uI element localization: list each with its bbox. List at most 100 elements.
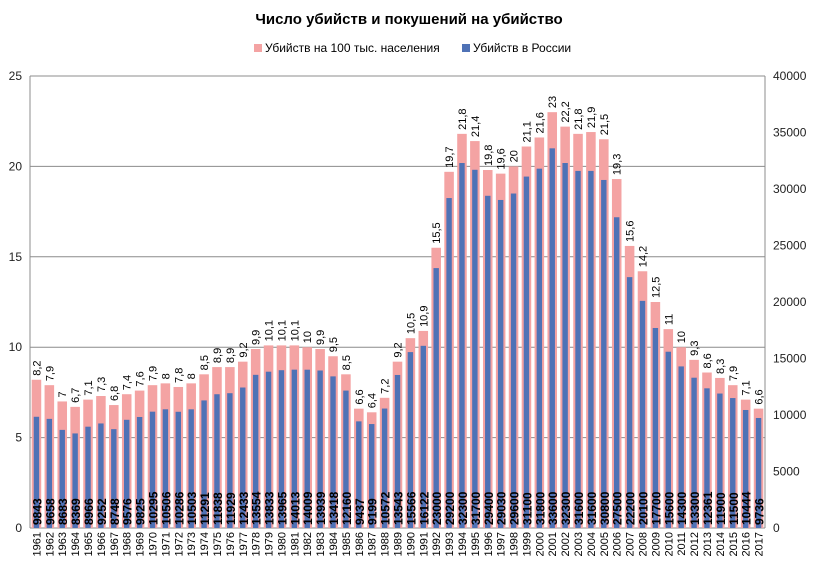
x-tick-label: 1962 bbox=[44, 532, 56, 556]
count-bar bbox=[755, 417, 762, 528]
count-data-label: 9658 bbox=[43, 498, 57, 525]
count-data-label: 15566 bbox=[404, 491, 418, 525]
count-data-label: 29200 bbox=[443, 491, 457, 525]
count-data-label: 11291 bbox=[198, 492, 212, 525]
y-right-tick-label: 0 bbox=[773, 521, 780, 535]
count-data-label: 10286 bbox=[172, 491, 186, 525]
x-tick-label: 1997 bbox=[496, 532, 508, 556]
x-tick-label: 1961 bbox=[31, 532, 43, 556]
rate-data-label: 7,6 bbox=[135, 371, 147, 386]
rate-data-label: 7 bbox=[57, 391, 69, 397]
rate-data-label: 14,2 bbox=[638, 246, 650, 267]
x-tick-label: 1991 bbox=[418, 532, 430, 556]
rate-data-label: 19,3 bbox=[612, 154, 624, 175]
count-data-label: 10444 bbox=[740, 491, 754, 525]
count-bar bbox=[562, 163, 568, 528]
rate-data-label: 21,1 bbox=[521, 121, 533, 142]
rate-data-label: 15,6 bbox=[625, 221, 637, 242]
count-bar bbox=[536, 168, 543, 528]
count-data-label: 31100 bbox=[520, 492, 534, 525]
x-tick-label: 1975 bbox=[212, 532, 224, 556]
count-data-label: 9736 bbox=[753, 498, 767, 525]
count-data-label: 31800 bbox=[533, 491, 547, 525]
count-bar bbox=[549, 148, 555, 528]
y-right-tick-label: 15000 bbox=[773, 352, 807, 366]
count-bar bbox=[381, 408, 388, 528]
y-left-tick-label: 25 bbox=[9, 69, 23, 83]
count-bar bbox=[742, 409, 749, 528]
rate-data-label: 12,5 bbox=[650, 277, 662, 298]
count-bar bbox=[188, 409, 194, 528]
x-tick-label: 1964 bbox=[70, 532, 82, 556]
y-right-tick-label: 30000 bbox=[773, 182, 807, 196]
count-data-label: 23000 bbox=[430, 491, 444, 525]
count-labels: 9843965886838369896692528748957698251029… bbox=[30, 491, 766, 525]
count-bar bbox=[472, 169, 478, 529]
count-bar bbox=[626, 277, 633, 528]
legend-swatch-count bbox=[462, 44, 470, 52]
year-labels: 1961 1962 1963 1964 1965 1966 1967 1968 1969 1970… bbox=[31, 532, 765, 556]
rate-data-label: 7,1 bbox=[83, 380, 95, 395]
count-data-label: 16122 bbox=[417, 491, 431, 525]
count-bar bbox=[665, 351, 671, 528]
x-tick-label: 1980 bbox=[276, 532, 288, 556]
rate-data-label: 15,5 bbox=[431, 222, 443, 243]
rate-data-label: 10,5 bbox=[405, 313, 417, 334]
rate-data-label: 7,3 bbox=[96, 377, 108, 392]
count-data-label: 8748 bbox=[108, 498, 122, 525]
x-tick-label: 1978 bbox=[251, 532, 263, 556]
x-tick-label: 2017 bbox=[754, 532, 766, 556]
count-bar bbox=[369, 424, 375, 528]
rate-data-label: 21,8 bbox=[573, 108, 585, 129]
rate-data-label: 10,1 bbox=[264, 320, 276, 341]
x-tick-label: 2007 bbox=[625, 532, 637, 556]
count-data-label: 22200 bbox=[624, 491, 638, 525]
rate-data-label: 9,9 bbox=[315, 330, 327, 345]
count-data-label: 9199 bbox=[366, 498, 380, 525]
count-data-label: 13939 bbox=[314, 491, 328, 525]
x-tick-label: 2004 bbox=[586, 532, 598, 556]
x-tick-label: 1983 bbox=[315, 532, 327, 556]
count-bar bbox=[575, 170, 581, 529]
y-left-tick-label: 5 bbox=[15, 431, 22, 445]
count-bar bbox=[704, 388, 710, 528]
rate-data-label: 8,5 bbox=[199, 355, 211, 370]
x-tick-label: 1995 bbox=[470, 532, 482, 556]
rate-data-label: 9,2 bbox=[238, 342, 250, 357]
rate-data-label: 8,5 bbox=[341, 355, 353, 370]
x-tick-label: 1988 bbox=[380, 532, 392, 556]
x-tick-label: 1982 bbox=[302, 532, 314, 556]
rate-data-label: 10 bbox=[676, 331, 688, 343]
rate-data-label: 10,1 bbox=[276, 320, 288, 341]
count-bar bbox=[252, 374, 259, 528]
x-tick-label: 2013 bbox=[702, 532, 714, 556]
legend-label-rate: Убийств на 100 тыс. населения bbox=[265, 41, 440, 55]
count-data-label: 31700 bbox=[469, 491, 483, 525]
x-tick-label: 2010 bbox=[663, 532, 675, 556]
rate-data-label: 6,4 bbox=[367, 393, 379, 408]
count-data-label: 9252 bbox=[95, 498, 109, 525]
x-tick-label: 2009 bbox=[650, 532, 662, 556]
rate-data-label: 6,8 bbox=[109, 386, 121, 401]
rate-data-label: 7,8 bbox=[173, 368, 185, 383]
count-bar bbox=[510, 193, 517, 528]
count-bar bbox=[330, 376, 336, 528]
count-data-label: 13554 bbox=[250, 491, 264, 525]
rate-data-label: 8,9 bbox=[212, 348, 224, 363]
count-bar bbox=[601, 179, 607, 528]
x-tick-label: 1981 bbox=[289, 532, 301, 556]
count-data-label: 15600 bbox=[662, 491, 676, 525]
count-data-label: 32300 bbox=[456, 491, 470, 525]
count-data-label: 11900 bbox=[714, 492, 728, 525]
x-tick-label: 1989 bbox=[393, 532, 405, 556]
x-tick-label: 1966 bbox=[96, 532, 108, 556]
x-tick-label: 1987 bbox=[367, 532, 379, 556]
x-tick-label: 1977 bbox=[238, 532, 250, 556]
count-data-label: 13300 bbox=[688, 491, 702, 525]
rate-data-label: 7,2 bbox=[380, 379, 392, 394]
rate-data-label: 8,3 bbox=[715, 359, 727, 374]
x-tick-label: 1999 bbox=[521, 532, 533, 556]
x-tick-label: 2003 bbox=[573, 532, 585, 556]
rate-data-label: 19,6 bbox=[496, 148, 508, 169]
x-tick-label: 1985 bbox=[341, 532, 353, 556]
